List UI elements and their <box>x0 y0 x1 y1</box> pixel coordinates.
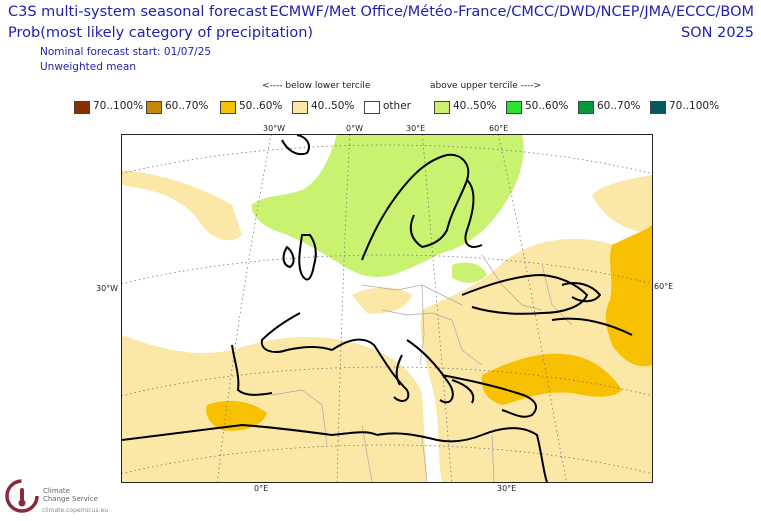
legend-swatch <box>146 101 162 114</box>
lat-tick-right: 60°E <box>654 282 674 291</box>
legend-swatch <box>650 101 666 114</box>
country-borders <box>271 254 573 482</box>
logo-text: Climate Change Service <box>43 487 98 503</box>
legend-label: 40..50% <box>453 100 497 112</box>
upper-tercile-caption: above upper tercile ----> <box>430 81 542 91</box>
c3s-logo-icon <box>5 479 39 513</box>
map-subtitle: Prob(most likely category of precipitati… <box>8 25 314 41</box>
legend-label: 70..100% <box>93 100 144 112</box>
graticule <box>122 135 652 482</box>
legend-label: other <box>383 100 411 112</box>
legend-label: 50..60% <box>525 100 569 112</box>
lon-tick-30e: 30°E <box>406 124 426 133</box>
legend-swatch <box>364 101 380 114</box>
lower-tercile-caption: <---- below lower tercile <box>262 81 371 91</box>
legend-swatch <box>578 101 594 114</box>
above-40-50-areas <box>251 135 524 283</box>
lon-tick-30w: 30°W <box>263 124 286 133</box>
legend-label: 70..100% <box>669 100 720 112</box>
copernicus-logo <box>4 478 114 518</box>
legend-label: 60..70% <box>597 100 641 112</box>
legend-label: 40..50% <box>311 100 355 112</box>
legend-swatch <box>292 101 308 114</box>
model-list: ECMWF/Met Office/Météo-France/CMCC/DWD/N… <box>269 4 754 20</box>
forecast-start: Nominal forecast start: 01/07/25 <box>40 46 212 58</box>
map-canvas <box>122 135 652 482</box>
legend-swatch <box>220 101 236 114</box>
logo-url: climate.copernicus.eu <box>42 507 109 514</box>
legend-swatch <box>434 101 450 114</box>
lon-tick-bottom-0: 0°E <box>254 484 269 493</box>
lat-tick-left: 30°W <box>96 284 119 293</box>
legend-label: 60..70% <box>165 100 209 112</box>
lon-tick-60e: 60°E <box>489 124 509 133</box>
map-title: C3S multi-system seasonal forecast <box>8 4 268 20</box>
forecast-map[interactable] <box>121 134 653 483</box>
logo-text-line1: Climate <box>43 487 70 495</box>
legend-swatch <box>74 101 90 114</box>
season-label: SON 2025 <box>681 25 754 41</box>
legend-swatch <box>506 101 522 114</box>
coastlines <box>122 135 633 482</box>
weighting-label: Unweighted mean <box>40 61 136 73</box>
logo-text-line2: Change Service <box>43 495 98 503</box>
lon-tick-0: 0°W <box>346 124 363 133</box>
legend-label: 50..60% <box>239 100 283 112</box>
lon-tick-bottom-30e: 30°E <box>497 484 517 493</box>
